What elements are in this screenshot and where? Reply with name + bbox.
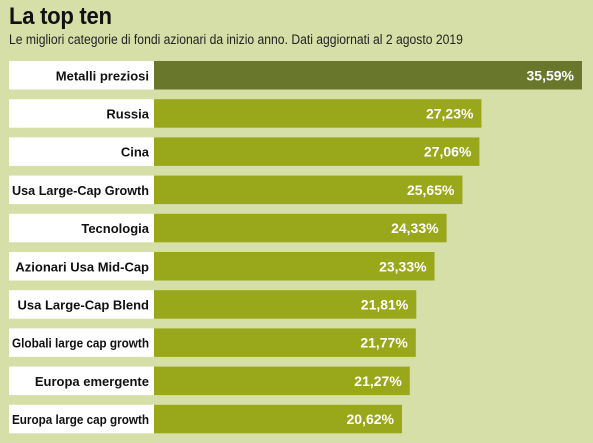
value-label: 24,33%: [391, 220, 439, 236]
category-label: Europa emergente: [35, 374, 149, 389]
category-label-box: [9, 404, 154, 434]
category-label: Russia: [106, 106, 149, 121]
bar: [154, 328, 416, 357]
category-label: Metalli preziosi: [56, 68, 149, 83]
category-label: Usa Large-Cap Growth: [12, 183, 149, 198]
bar: [154, 213, 447, 243]
chart-subtitle: Le migliori categorie di fondi azionari …: [9, 32, 463, 47]
category-label: Cina: [121, 145, 150, 160]
value-label: 21,27%: [354, 373, 402, 389]
category-label-box: [9, 137, 154, 166]
category-label: Usa Large-Cap Blend: [18, 297, 150, 312]
category-label-box: [9, 99, 154, 128]
value-label: 27,23%: [426, 105, 474, 121]
category-label-box: [9, 290, 154, 319]
bar: [154, 404, 402, 434]
value-label: 21,77%: [360, 335, 408, 351]
category-label: Azionari Usa Mid-Cap: [15, 259, 149, 274]
category-label: Tecnologia: [81, 221, 149, 236]
value-label: 21,81%: [361, 296, 409, 312]
category-label-box: [9, 366, 154, 396]
bar: [154, 252, 435, 281]
value-label: 20,62%: [346, 411, 394, 427]
bar: [154, 61, 582, 90]
value-label: 27,06%: [424, 144, 472, 160]
bar: [154, 290, 417, 319]
bar: [154, 99, 482, 128]
category-label: Europa large cap growth: [12, 412, 149, 427]
category-label-box: [9, 175, 154, 205]
category-label-box: [9, 328, 154, 357]
bar: [154, 137, 480, 166]
bar: [154, 175, 463, 205]
bar: [154, 366, 410, 396]
category-label-box: [9, 252, 154, 281]
value-label: 35,59%: [527, 67, 575, 83]
value-label: 25,65%: [407, 182, 455, 198]
category-label-box: [9, 61, 154, 90]
value-label: 23,33%: [379, 258, 427, 274]
category-label: Globali large cap growth: [12, 336, 149, 351]
chart-title: La top ten: [9, 3, 112, 30]
category-label-box: [9, 213, 154, 243]
